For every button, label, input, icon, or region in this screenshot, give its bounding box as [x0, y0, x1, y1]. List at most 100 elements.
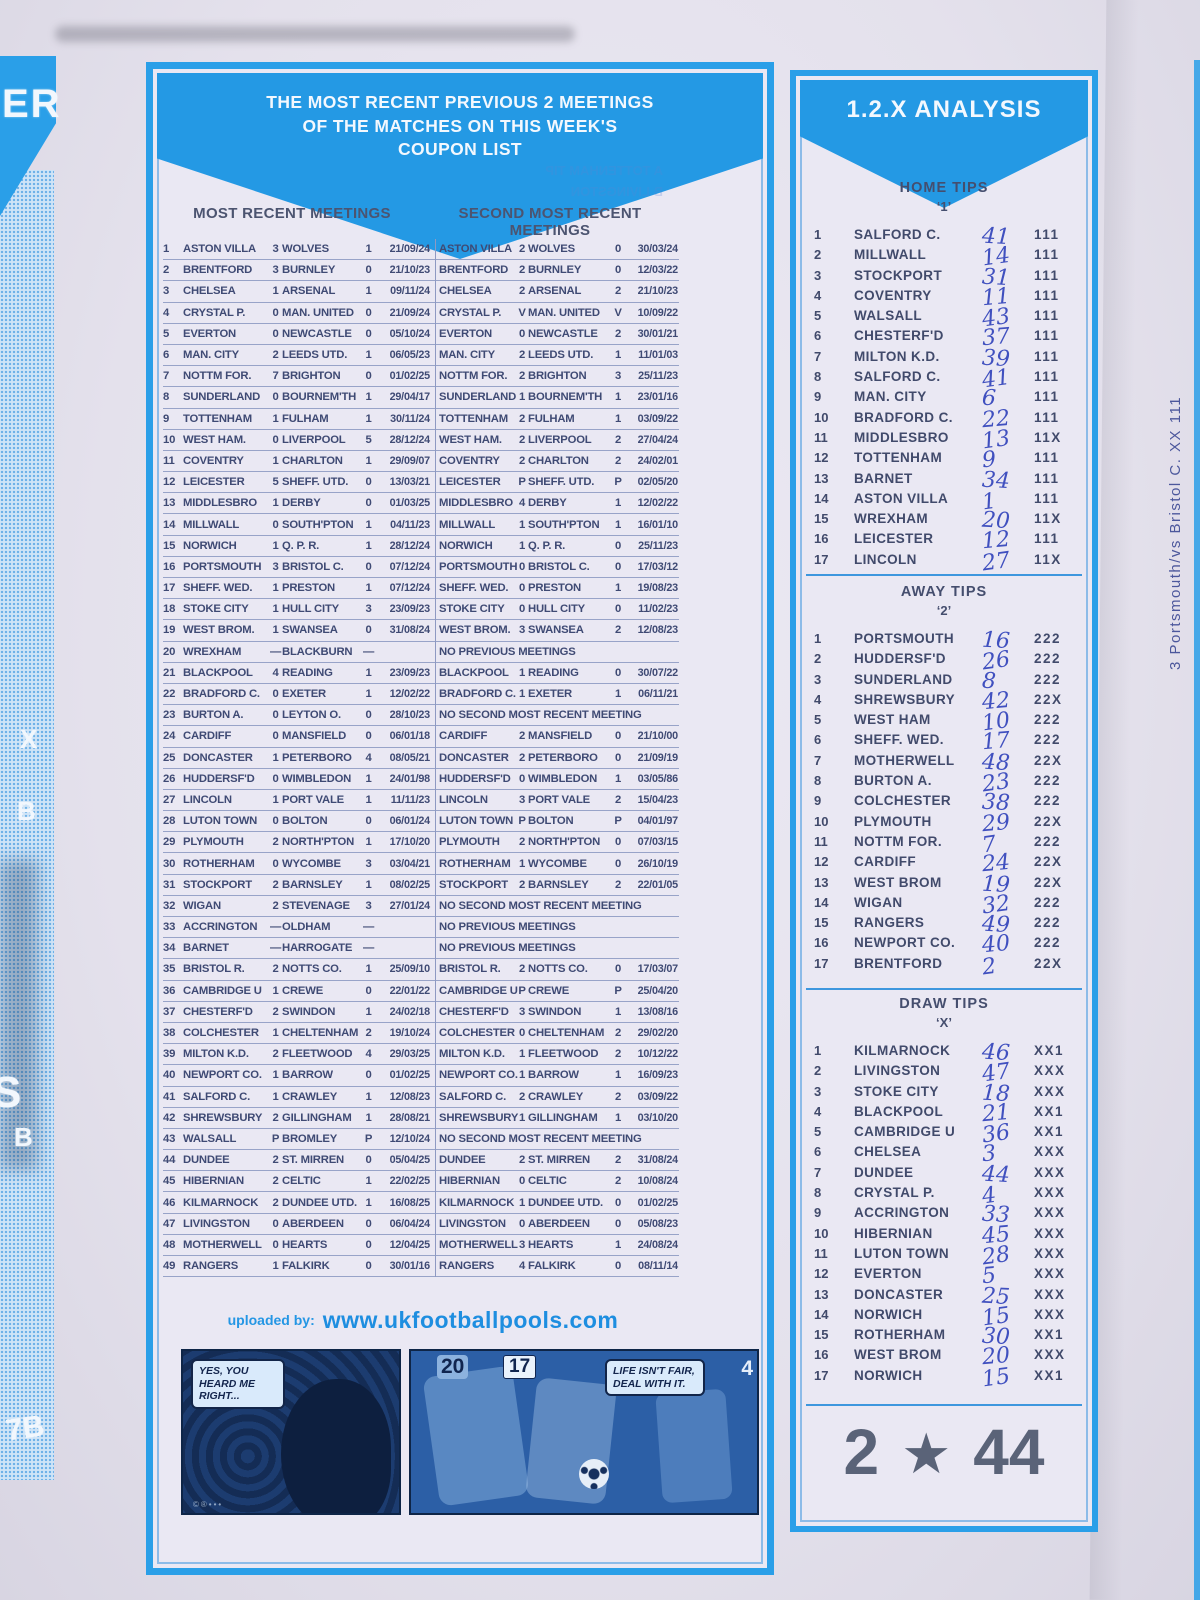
home-score: 1: [272, 1260, 279, 1273]
match-date-second: 25/11/23: [638, 370, 678, 383]
tip-row: 2 MILLWALL 14 111: [804, 242, 1084, 272]
match-number: 3: [163, 285, 170, 298]
star-icon: ★: [901, 1422, 952, 1485]
away-score-second: 0: [614, 539, 622, 552]
home-score-second: 0: [518, 1217, 526, 1230]
away-team: LEEDS UTD.: [282, 349, 348, 362]
tip-rank: 5: [814, 1124, 822, 1140]
away-team: PRESTON: [282, 582, 336, 595]
away-score: 0: [365, 624, 372, 637]
away-score: 1: [365, 793, 372, 806]
home-score: 5: [272, 476, 279, 489]
home-team-second: SHEFF. WED.: [439, 582, 509, 595]
no-meeting-note: NO PREVIOUS MEETINGS: [439, 942, 576, 955]
home-tips-section: HOME TIPS ‘1’ 1 SALFORD C. 41 111 2 MILL…: [804, 180, 1084, 576]
match-date-second: 03/09/22: [637, 1090, 679, 1103]
table-row: 28 LUTON TOWN 0 BOLTON 0 06/01/24 LUTON …: [163, 811, 679, 833]
tip-code: 111: [1034, 369, 1060, 385]
table-row: 39 MILTON K.D. 2 FLEETWOOD 4 29/03/25 MI…: [163, 1044, 679, 1066]
home-team: BRENTFORD: [183, 264, 253, 277]
home-score-second: 2: [518, 433, 526, 446]
match-number: 10: [163, 433, 176, 446]
match-date: 22/02/25: [389, 1175, 431, 1188]
score-right: 44: [973, 1416, 1045, 1488]
tip-code: XXX: [1034, 1164, 1066, 1180]
home-team-second: LEICESTER: [439, 476, 501, 489]
match-date-second: 12/02/22: [637, 497, 679, 510]
away-team-second: NEWCASTLE: [528, 327, 598, 340]
match-number: 45: [163, 1175, 176, 1188]
home-score-second: P: [518, 984, 526, 997]
away-team: BLACKBURN: [282, 645, 353, 658]
home-score-second: 1: [518, 1111, 526, 1124]
away-team: READING: [282, 666, 333, 679]
away-score-second: 2: [614, 1154, 622, 1167]
home-score-second: 1: [518, 518, 526, 531]
tip-code: 111: [1034, 247, 1060, 263]
match-number: 13: [163, 497, 176, 510]
match-date: 25/09/10: [389, 963, 431, 976]
tip-row: 13 BARNET 34 111: [804, 466, 1084, 493]
no-meeting-note: NO SECOND MOST RECENT MEETING: [439, 709, 642, 722]
tip-team: STOCKPORT: [854, 267, 943, 283]
tip-team: SALFORD C.: [854, 369, 941, 385]
away-score-second: 1: [614, 1111, 622, 1124]
tip-row: 16 LEICESTER 12 111: [804, 526, 1084, 554]
home-team: LEICESTER: [183, 476, 245, 489]
away-score: 1: [365, 772, 372, 785]
match-number: 40: [163, 1069, 176, 1082]
away-team-second: HEARTS: [528, 1238, 574, 1251]
away-team-second: DERBY: [528, 497, 567, 510]
tip-code: XX1: [1034, 1367, 1065, 1383]
home-score-second: 2: [518, 349, 526, 362]
table-row: 9 TOTTENHAM 1 FULHAM 1 30/11/24 TOTTENHA…: [163, 409, 679, 430]
away-score: 5: [365, 433, 372, 446]
tip-team: SALFORD C.: [854, 227, 941, 242]
match-date: 12/08/23: [389, 1090, 431, 1103]
away-score: 3: [365, 603, 372, 616]
tip-rank: 14: [814, 894, 829, 910]
tip-row: 12 TOTTENHAM 9 111: [804, 445, 1084, 473]
match-number: 29: [163, 836, 176, 849]
home-score-second: 1: [518, 1196, 526, 1209]
away-team-second: ARSENAL: [528, 285, 582, 298]
match-date: 05/04/25: [389, 1154, 431, 1167]
tip-team: BARNET: [854, 470, 913, 486]
home-score-second: 3: [518, 1238, 526, 1251]
away-team: ABERDEEN: [282, 1217, 344, 1230]
tip-rank: 10: [814, 1225, 829, 1241]
table-row: 10 WEST HAM. 0 LIVERPOOL 5 28/12/24 WEST…: [163, 430, 679, 451]
away-team-second: CRAWLEY: [528, 1090, 584, 1103]
away-team-second: HULL CITY: [528, 603, 585, 616]
away-score: 0: [365, 709, 372, 722]
match-number: 9: [163, 412, 170, 425]
tip-rank: 17: [814, 551, 829, 567]
home-team: PORTSMOUTH: [183, 560, 262, 573]
match-date: 09/11/24: [390, 285, 430, 298]
tip-team: EVERTON: [854, 1266, 922, 1282]
section-symbol: ‘1’: [936, 199, 952, 214]
home-team: MIDDLESBRO: [183, 497, 257, 510]
home-score-second: 0: [518, 1175, 526, 1188]
tip-team: BRADFORD C.: [854, 409, 953, 425]
match-date: 13/03/21: [389, 476, 431, 489]
match-number: 38: [163, 1027, 176, 1040]
away-team-second: READING: [528, 666, 579, 679]
match-number: 43: [163, 1132, 176, 1145]
tip-rank: 15: [814, 1327, 829, 1343]
tip-code: 222: [1034, 894, 1062, 910]
away-team-second: GILLINGHAM: [528, 1111, 598, 1124]
match-date: 23/09/23: [389, 666, 431, 679]
tip-rank: 3: [814, 267, 822, 283]
match-number: 34: [163, 942, 176, 955]
home-team: SUNDERLAND: [183, 391, 261, 404]
tip-row: 12 EVERTON 5 XXX: [804, 1261, 1084, 1289]
home-score-second: 0: [518, 772, 526, 785]
home-score-second: 1: [518, 666, 526, 679]
away-team-second: PETERBORO: [528, 751, 598, 764]
match-date: 29/03/25: [389, 1048, 431, 1061]
away-team: WIMBLEDON: [282, 772, 352, 785]
away-team: STEVENAGE: [282, 899, 350, 912]
match-date-second: 23/01/16: [637, 391, 679, 404]
tip-rank: 9: [814, 1205, 822, 1221]
